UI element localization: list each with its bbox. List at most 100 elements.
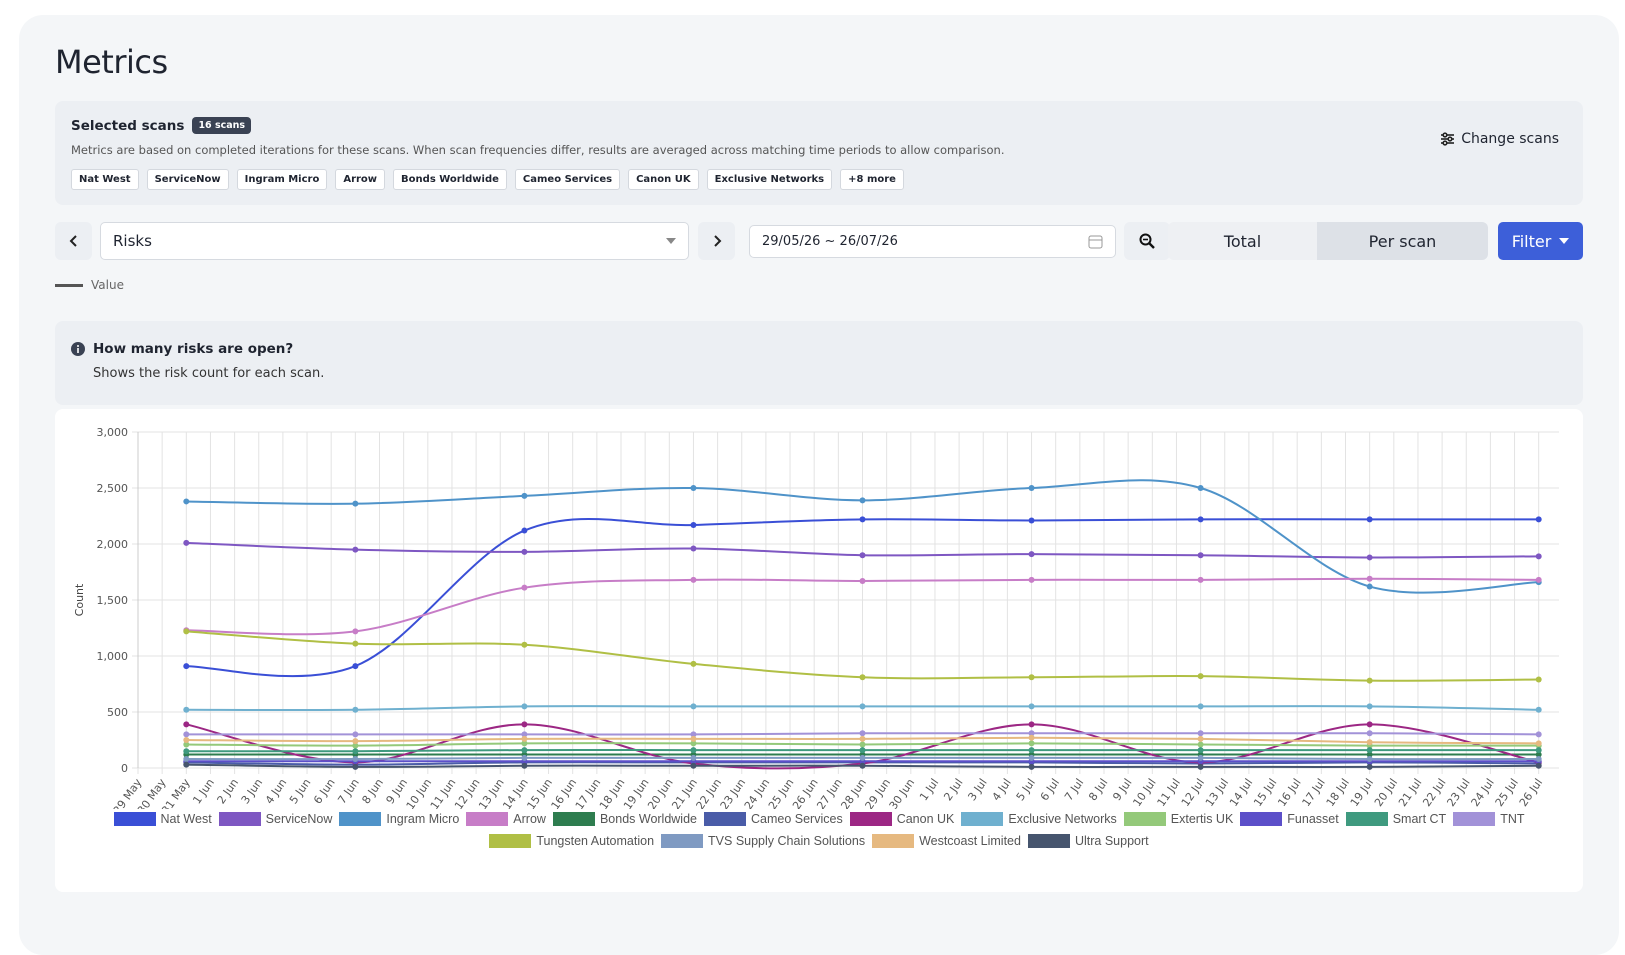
data-point — [859, 754, 866, 761]
legend-item[interactable]: ServiceNow — [218, 811, 333, 827]
data-point — [183, 539, 190, 546]
metric-select[interactable]: Risks — [100, 222, 689, 260]
legend-swatch — [1123, 812, 1166, 826]
x-tick-label: 5 Jul — [1014, 776, 1038, 803]
data-point — [1028, 730, 1035, 737]
x-tick-label: 18 Jul — [1324, 776, 1352, 809]
data-point — [1197, 673, 1204, 680]
data-point — [1366, 751, 1373, 758]
data-point — [1366, 554, 1373, 561]
data-point — [1535, 516, 1542, 523]
data-point — [859, 516, 866, 523]
legend-item[interactable]: Canon UK — [849, 811, 954, 827]
zoom-icon — [1139, 233, 1155, 249]
y-tick-label: 1,500 — [97, 594, 129, 607]
data-point — [1197, 741, 1204, 748]
change-scans-button[interactable]: Change scans — [1440, 131, 1559, 147]
data-point — [352, 738, 359, 745]
legend-swatch — [339, 812, 382, 826]
x-tick-label: 7 Jul — [1062, 776, 1086, 803]
legend-item[interactable]: Cameo Services — [704, 811, 843, 827]
data-point — [1197, 754, 1204, 761]
y-tick-label: 0 — [121, 762, 128, 775]
prev-button[interactable] — [55, 222, 92, 260]
date-range-input[interactable]: 29/05/26 ~ 26/07/26 — [749, 225, 1116, 258]
data-point — [521, 754, 528, 761]
data-point — [1028, 754, 1035, 761]
x-tick-label: 3 Jul — [965, 776, 989, 803]
next-button[interactable] — [698, 222, 735, 260]
more-chip[interactable]: +8 more — [840, 169, 904, 190]
toggle-per-scan[interactable]: Per scan — [1317, 222, 1488, 260]
data-point — [521, 762, 528, 769]
legend-item[interactable]: Extertis UK — [1123, 811, 1234, 827]
x-tick-label: 7 Jun — [335, 776, 362, 806]
legend-label: ServiceNow — [265, 812, 333, 826]
legend-swatch — [1345, 812, 1388, 826]
x-tick-label: 5 Jun — [287, 776, 314, 806]
x-tick-label: 8 Jul — [1086, 776, 1110, 803]
toggle-total[interactable]: Total — [1168, 222, 1317, 260]
data-point — [183, 731, 190, 738]
data-point — [1535, 740, 1542, 747]
chart-legend: Nat West ServiceNow Ingram Micro Arrow Bonds… — [109, 811, 1529, 849]
data-point — [1028, 747, 1035, 754]
legend-item[interactable]: Ultra Support — [1027, 833, 1149, 849]
data-point — [352, 763, 359, 770]
filter-button[interactable]: Filter — [1498, 222, 1583, 260]
legend-item[interactable]: Nat West — [113, 811, 212, 827]
data-point — [1366, 575, 1373, 582]
data-point — [1366, 677, 1373, 684]
legend-item[interactable]: Tungsten Automation — [489, 833, 654, 849]
legend-item[interactable]: TVS Supply Chain Solutions — [661, 833, 865, 849]
data-point — [352, 640, 359, 647]
scans-heading-row: Selected scans 16 scans — [71, 117, 252, 134]
legend-item[interactable]: Westcoast Limited — [872, 833, 1021, 849]
zoom-out-button[interactable] — [1124, 222, 1170, 260]
total-per-scan-toggle: Total Per scan — [1168, 222, 1488, 260]
legend-item[interactable]: Arrow — [466, 811, 546, 827]
legend-label: Extertis UK — [1170, 812, 1234, 826]
data-point — [859, 674, 866, 681]
x-tick-label: 21 Jul — [1396, 776, 1424, 809]
legend-label: Westcoast Limited — [919, 834, 1021, 848]
x-tick-label: 1 Jun — [190, 776, 217, 806]
data-point — [1028, 485, 1035, 491]
data-point — [1197, 576, 1204, 583]
data-point — [1028, 740, 1035, 747]
x-tick-label: 6 Jul — [1038, 776, 1062, 803]
legend-item[interactable]: Exclusive Networks — [961, 811, 1117, 827]
data-point — [183, 706, 190, 713]
legend-label: Cameo Services — [751, 812, 843, 826]
data-point — [1366, 583, 1373, 590]
data-point — [1535, 676, 1542, 683]
x-tick-label: 1 Jul — [917, 776, 941, 803]
legend-label: Funasset — [1287, 812, 1339, 826]
info-icon — [71, 342, 85, 356]
data-point — [521, 703, 528, 710]
data-point — [859, 735, 866, 742]
legend-item[interactable]: Smart CT — [1345, 811, 1446, 827]
x-tick-label: 17 Jul — [1300, 776, 1328, 809]
scan-chip: Canon UK — [628, 169, 699, 190]
data-point — [690, 747, 697, 754]
data-point — [1028, 674, 1035, 681]
legend-swatch — [961, 812, 1004, 826]
legend-swatch — [849, 812, 892, 826]
x-tick-label: 2 Jul — [941, 776, 965, 803]
data-point — [521, 731, 528, 738]
data-point — [183, 761, 190, 768]
data-point — [1197, 747, 1204, 754]
legend-item[interactable]: Bonds Worldwide — [552, 811, 697, 827]
legend-label: Exclusive Networks — [1008, 812, 1117, 826]
data-point — [1028, 721, 1035, 728]
metric-value: Risks — [113, 232, 152, 250]
legend-item[interactable]: TNT — [1453, 811, 1525, 827]
data-point — [859, 747, 866, 754]
legend-item[interactable]: Funasset — [1240, 811, 1339, 827]
scan-chip: Nat West — [71, 169, 139, 190]
legend-item[interactable]: Ingram Micro — [339, 811, 459, 827]
scan-chips: Nat West ServiceNow Ingram Micro Arrow Bonds… — [71, 169, 904, 190]
data-point — [1535, 731, 1542, 738]
select-caret — [666, 238, 676, 244]
